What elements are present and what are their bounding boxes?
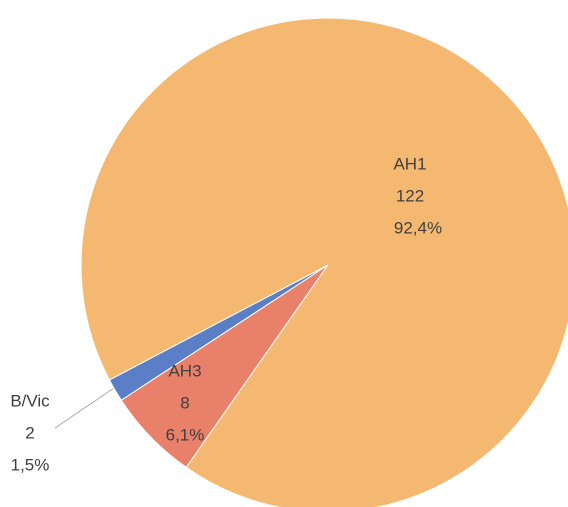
percent-label: 92,4% — [394, 218, 442, 237]
percent-label: 6,1% — [166, 425, 205, 444]
percent-label: 1,5% — [11, 455, 50, 474]
slice-label: AH1 — [393, 154, 426, 173]
value-label: 8 — [180, 393, 189, 412]
slice-label: AH3 — [168, 361, 201, 380]
value-label: 122 — [396, 186, 424, 205]
leader-line — [54, 387, 115, 429]
slice-label: B/Vic — [10, 391, 50, 410]
pie-slice — [80, 17, 568, 507]
value-label: 2 — [25, 423, 34, 442]
